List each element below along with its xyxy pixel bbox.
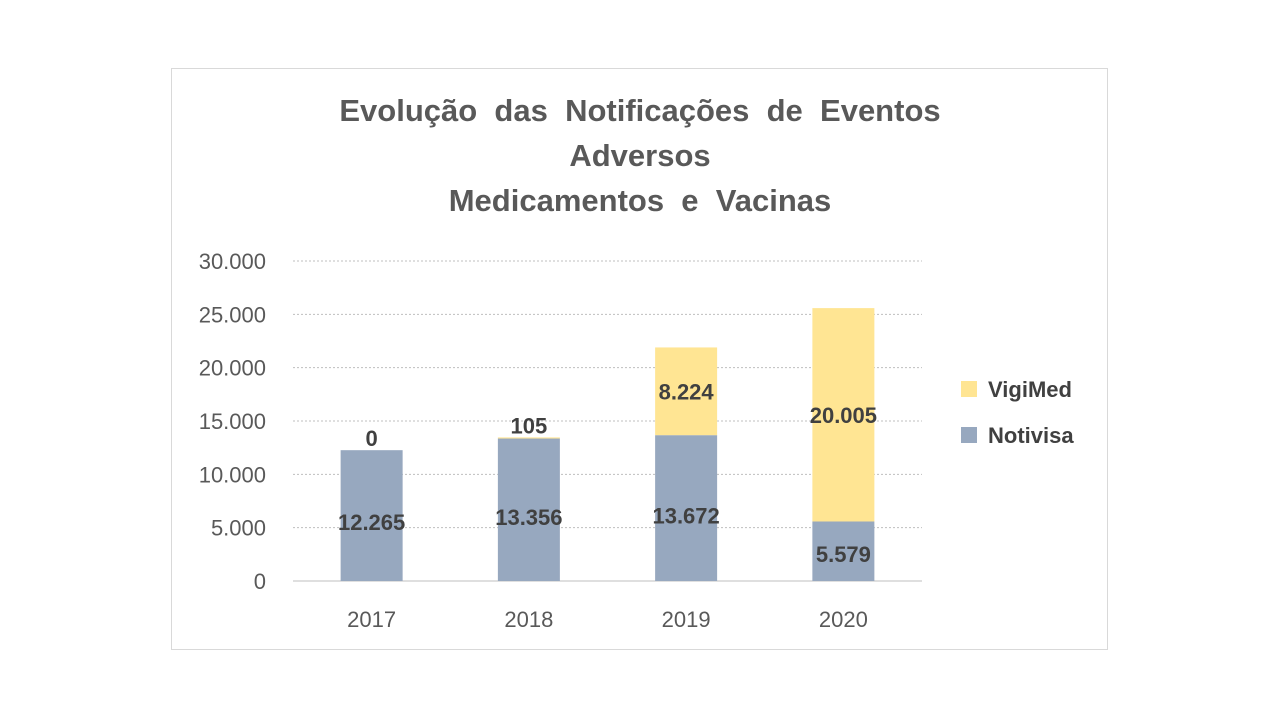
bar-vigimed-2019	[655, 347, 718, 436]
chart-frame	[171, 68, 1108, 650]
data-label-notivisa-2019: 13.672	[652, 503, 719, 528]
data-label-vigimed-2017: 0	[366, 426, 378, 451]
legend-swatch-notivisa	[961, 427, 977, 443]
legend-label-notivisa: Notivisa	[988, 423, 1074, 448]
data-label-vigimed-2019: 8.224	[659, 379, 715, 404]
x-tick-label-2017: 2017	[347, 607, 396, 632]
x-tick-label-2018: 2018	[504, 607, 553, 632]
y-tick-label: 10.000	[199, 462, 266, 487]
chart-title-line-3: Medicamentos e Vacinas	[448, 183, 832, 218]
y-tick-label: 5.000	[211, 516, 266, 541]
data-label-vigimed-2020: 20.005	[810, 403, 877, 428]
data-labels: 12.265 0 13.356 105 13.672 8.224 5.579 20.005	[338, 379, 877, 567]
data-label-vigimed-2018: 105	[511, 413, 548, 438]
bar-notivisa-2019	[655, 435, 718, 581]
x-tick-label-2019: 2019	[662, 607, 711, 632]
x-tick-label-2020: 2020	[819, 607, 868, 632]
legend-swatch-vigimed	[961, 381, 977, 397]
bar-notivisa-2018	[497, 438, 560, 581]
bar-notivisa-2017	[340, 450, 403, 581]
bars	[340, 308, 875, 581]
bar-notivisa-2020	[812, 521, 875, 581]
legend-label-vigimed: VigiMed	[988, 377, 1072, 402]
data-label-notivisa-2017: 12.265	[338, 510, 405, 535]
y-tick-label: 15.000	[199, 409, 266, 434]
chart-title-line-2: Adversos	[569, 138, 711, 173]
y-tick-label: 20.000	[199, 356, 266, 381]
data-label-notivisa-2018: 13.356	[495, 505, 562, 530]
legend: VigiMed Notivisa	[961, 377, 1074, 448]
y-tick-label: 30.000	[199, 249, 266, 274]
chart-title: Evolução das Notificações de Eventos Adv…	[0, 88, 1280, 223]
bar-vigimed-2018	[497, 437, 560, 439]
data-label-notivisa-2020: 5.579	[816, 542, 871, 567]
y-tick-label: 25.000	[199, 302, 266, 327]
chart-title-line-1: Evolução das Notificações de Eventos	[339, 93, 941, 128]
x-axis-tick-labels: 2017 2018 2019 2020	[347, 607, 868, 632]
y-axis-tick-labels: 0 5.000 10.000 15.000 20.000 25.000 30.000	[199, 249, 266, 594]
bar-vigimed-2020	[812, 308, 875, 522]
y-tick-label: 0	[254, 569, 266, 594]
